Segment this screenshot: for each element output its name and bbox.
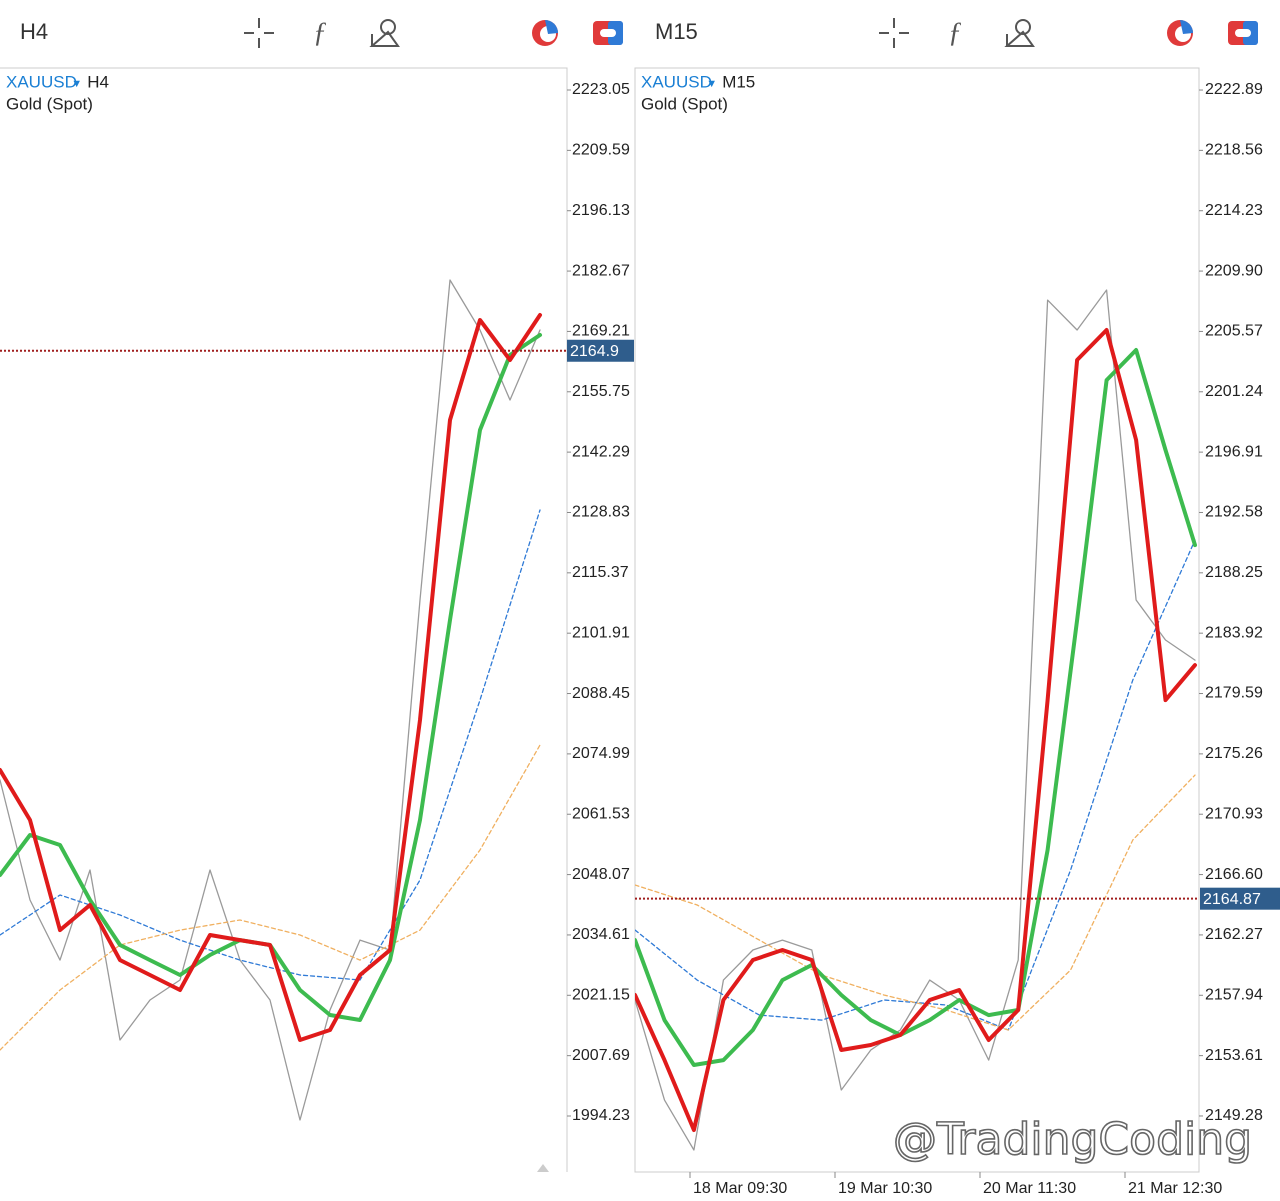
y-tick-label: 2162.27 xyxy=(1205,926,1263,943)
scroll-marker[interactable] xyxy=(537,1164,549,1172)
price-line xyxy=(635,289,1196,1151)
crosshair-icon[interactable] xyxy=(244,18,274,48)
moving-average xyxy=(635,774,1196,1031)
y-tick-label: 2209.90 xyxy=(1205,262,1263,279)
instrument-name: Gold (Spot) xyxy=(6,94,93,113)
y-tick-label: 2021.15 xyxy=(572,987,630,1004)
y-tick-label: 2142.29 xyxy=(572,443,630,460)
theme-icon[interactable] xyxy=(532,20,558,46)
y-tick-label: 2188.25 xyxy=(1205,564,1263,581)
y-tick-label: 2175.26 xyxy=(1205,745,1263,762)
watermark-text: @TradingCoding xyxy=(893,1114,1252,1165)
current-price-tag: 2164.9 xyxy=(567,339,634,362)
symbol[interactable]: XAUUSD xyxy=(6,72,77,91)
current-price: 2164.9 xyxy=(570,343,619,360)
y-tick-label: 2149.28 xyxy=(1205,1107,1263,1124)
period: H4 xyxy=(87,72,109,91)
symbol[interactable]: XAUUSD xyxy=(641,72,712,91)
objects-icon[interactable] xyxy=(369,19,400,47)
y-tick-label: 2196.13 xyxy=(572,202,630,219)
timeframe[interactable]: M15 xyxy=(655,19,698,44)
y-tick-label: 2222.89 xyxy=(1205,81,1263,98)
moving-average xyxy=(0,313,542,1042)
price-tag-box xyxy=(567,339,634,362)
price-line xyxy=(0,279,541,1121)
indicator-icon[interactable]: ƒ xyxy=(948,17,962,48)
y-tick-label: 2061.53 xyxy=(572,805,630,822)
current-price: 2164.87 xyxy=(1203,891,1261,908)
y-tick-label: 2183.92 xyxy=(1205,624,1263,641)
y-tick-label: 2155.75 xyxy=(572,383,630,400)
price-axis: 2222.89 2218.56 2214.23 2209.90 2205.57 2201.… xyxy=(1199,81,1263,1124)
plot xyxy=(635,289,1197,1151)
price-tag-box xyxy=(1200,887,1280,910)
trade-icon[interactable] xyxy=(1228,21,1258,45)
y-tick-label: 2201.24 xyxy=(1205,383,1263,400)
plot xyxy=(0,279,542,1121)
y-tick-label: 2192.58 xyxy=(1205,504,1263,521)
y-tick-label: 2007.69 xyxy=(572,1047,630,1064)
y-tick-label: 2209.59 xyxy=(572,142,630,159)
y-tick-label: 2205.57 xyxy=(1205,323,1263,340)
moving-average xyxy=(635,348,1197,1067)
crosshair-icon[interactable] xyxy=(879,18,909,48)
y-tick-label: 2166.60 xyxy=(1205,866,1263,883)
y-tick-label: 2196.91 xyxy=(1205,443,1263,460)
x-tick-label: 21 Mar 12:30 xyxy=(1128,1180,1222,1197)
moving-average xyxy=(635,328,1197,1132)
panel-frame xyxy=(0,67,1200,1173)
current-price-tag: 2164.87 xyxy=(1200,887,1280,910)
symbol-dropdown[interactable]: ▼ xyxy=(71,78,82,90)
watermark: @TradingCoding xyxy=(892,1113,1253,1166)
y-tick-label: 2214.23 xyxy=(1205,202,1263,219)
y-tick-label: 2088.45 xyxy=(572,685,630,702)
y-tick-label: 2153.61 xyxy=(1205,1047,1263,1064)
price-axis: 2223.05 2209.59 2196.13 2182.67 2169.21 2155.… xyxy=(567,81,630,1124)
moving-average xyxy=(0,509,541,981)
y-tick-label: 2157.94 xyxy=(1205,986,1263,1003)
y-tick-label: 2128.83 xyxy=(572,504,630,521)
period: M15 xyxy=(722,72,755,91)
y-tick-label: 2169.21 xyxy=(572,323,630,340)
x-tick-label: 19 Mar 10:30 xyxy=(838,1180,932,1197)
y-tick-label: 2223.05 xyxy=(572,81,630,98)
y-tick-label: 2074.99 xyxy=(572,745,630,762)
objects-icon[interactable] xyxy=(1004,19,1035,47)
theme-icon[interactable] xyxy=(1167,20,1193,46)
indicator-icon[interactable]: ƒ xyxy=(313,17,327,48)
y-tick-label: 1994.23 xyxy=(572,1107,630,1124)
y-tick-label: 2101.91 xyxy=(572,624,630,641)
timeframe[interactable]: H4 xyxy=(20,19,48,44)
y-tick-label: 2218.56 xyxy=(1205,142,1263,159)
trade-icon[interactable] xyxy=(593,21,623,45)
y-tick-label: 2182.67 xyxy=(572,262,630,279)
instrument-name: Gold (Spot) xyxy=(641,94,728,113)
y-tick-label: 2179.59 xyxy=(1205,685,1263,702)
y-tick-label: 2170.93 xyxy=(1205,805,1263,822)
symbol-dropdown[interactable]: ▼ xyxy=(706,78,717,90)
y-tick-label: 2115.37 xyxy=(572,564,629,581)
x-tick-label: 20 Mar 11:30 xyxy=(983,1180,1076,1197)
moving-average xyxy=(0,744,541,1051)
y-tick-label: 2034.61 xyxy=(572,926,630,943)
x-tick-label: 18 Mar 09:30 xyxy=(693,1180,787,1197)
y-tick-label: 2048.07 xyxy=(572,866,630,883)
